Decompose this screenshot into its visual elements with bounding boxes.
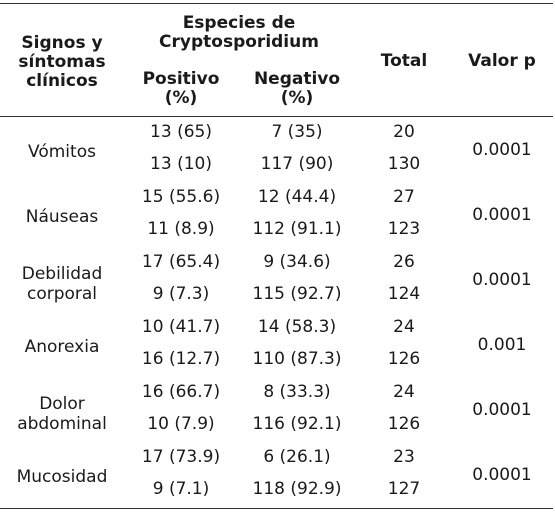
cell-total: 20: [393, 122, 415, 142]
symptom-label: Náuseas: [0, 207, 124, 227]
cell-neg: 112 (91.1): [252, 219, 342, 239]
cell-valor-p: 0.001: [477, 335, 527, 355]
cell-pos: 10 (41.7): [141, 317, 221, 337]
col-header-negativo: Negativo (%): [240, 70, 354, 108]
col-header-signs-line1: Signos y: [21, 33, 103, 53]
cell-pos: 10 (7.9): [147, 414, 215, 434]
col-header-valor-p: Valor p: [468, 51, 536, 71]
col-header-positivo-line1: Positivo: [142, 69, 220, 89]
header-separator-rule: [0, 116, 553, 117]
cell-total: 127: [387, 479, 421, 499]
col-header-negativo-line1: Negativo: [253, 69, 341, 89]
cell-valor-p: 0.0001: [472, 465, 532, 485]
cell-valor-p: 0.0001: [472, 205, 532, 225]
cell-neg: 7 (35): [271, 122, 323, 142]
cell-neg: 12 (44.4): [257, 187, 337, 207]
cell-neg: 9 (34.6): [263, 252, 331, 272]
col-header-signs: Signos y síntomas clínicos: [0, 34, 124, 91]
symptom-label: Dolor abdominal: [0, 394, 124, 434]
col-header-signs-line2: síntomas: [18, 52, 106, 72]
col-header-signs-line3: clínicos: [26, 71, 98, 91]
col-header-species-group: Especies de Cryptosporidium: [124, 14, 354, 52]
cell-pos: 16 (12.7): [141, 349, 221, 369]
symptom-label-line2: corporal: [26, 284, 98, 304]
cell-total: 126: [387, 414, 421, 434]
cell-valor-p: 0.0001: [472, 270, 532, 290]
col-header-positivo: Positivo (%): [124, 70, 238, 108]
cell-pos: 17 (73.9): [141, 447, 221, 467]
cell-total: 26: [393, 252, 415, 272]
table-bottom-rule: [0, 508, 553, 509]
symptom-label: Vómitos: [0, 142, 124, 162]
cell-pos: 13 (65): [150, 122, 212, 142]
cell-total: 27: [393, 187, 415, 207]
cell-total: 23: [393, 447, 415, 467]
symptom-label-line2: abdominal: [17, 414, 107, 434]
cell-total: 123: [387, 219, 421, 239]
symptom-label-line1: Náuseas: [25, 207, 99, 227]
cell-total: 124: [387, 284, 421, 304]
col-header-species-line1: Especies de: [182, 13, 296, 33]
cell-total: 126: [387, 349, 421, 369]
symptom-label: Debilidad corporal: [0, 264, 124, 304]
cell-pos: 15 (55.6): [141, 187, 221, 207]
cell-neg: 6 (26.1): [263, 447, 331, 467]
symptom-label-line1: Dolor: [39, 394, 85, 414]
symptom-label: Anorexia: [0, 337, 124, 357]
cell-total: 24: [393, 382, 415, 402]
symptom-label-line1: Anorexia: [24, 337, 100, 357]
col-header-total: Total: [380, 51, 428, 71]
cell-pos: 11 (8.9): [147, 219, 215, 239]
cell-pos: 9 (7.1): [152, 479, 210, 499]
cell-pos: 16 (66.7): [141, 382, 221, 402]
cell-neg: 14 (58.3): [257, 317, 337, 337]
cell-neg: 110 (87.3): [252, 349, 342, 369]
symptom-label-line1: Vómitos: [28, 142, 96, 162]
cell-neg: 118 (92.9): [252, 479, 342, 499]
col-header-negativo-line2: (%): [280, 88, 314, 108]
col-header-positivo-line2: (%): [164, 88, 198, 108]
cell-neg: 116 (92.1): [252, 414, 342, 434]
cell-total: 130: [387, 154, 421, 174]
cell-neg: 115 (92.7): [252, 284, 342, 304]
cell-neg: 8 (33.3): [263, 382, 331, 402]
cell-pos: 17 (65.4): [141, 252, 221, 272]
cell-total: 24: [393, 317, 415, 337]
cell-valor-p: 0.0001: [472, 140, 532, 160]
cell-pos: 13 (10): [150, 154, 212, 174]
table-top-rule: [0, 3, 553, 4]
symptom-label: Mucosidad: [0, 467, 124, 487]
cell-valor-p: 0.0001: [472, 400, 532, 420]
symptom-label-line1: Debilidad: [21, 264, 103, 284]
symptom-label-line1: Mucosidad: [16, 467, 108, 487]
col-header-species-line2: Cryptosporidium: [159, 32, 319, 52]
cell-neg: 117 (90): [260, 154, 334, 174]
cell-pos: 9 (7.3): [152, 284, 210, 304]
